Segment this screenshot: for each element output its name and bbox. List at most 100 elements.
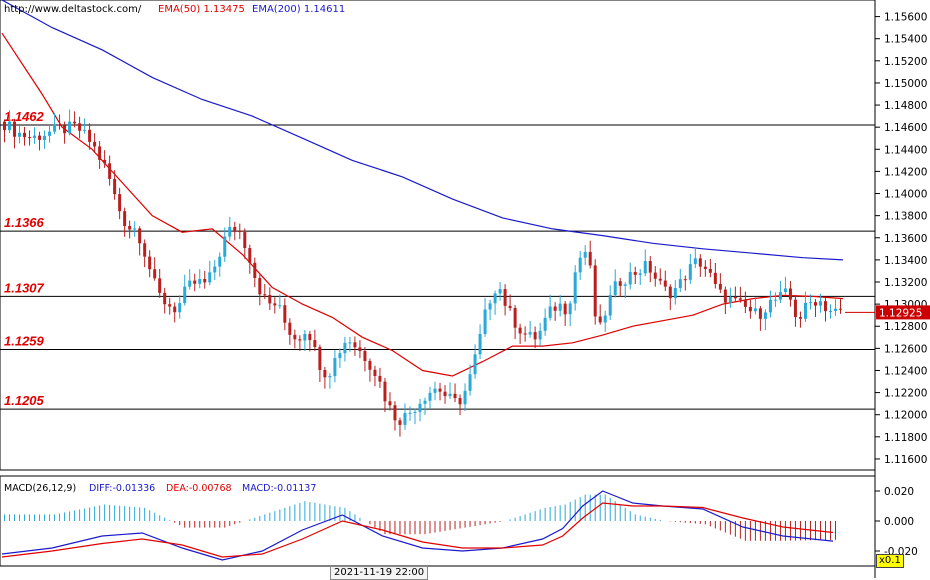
candle-body	[548, 306, 552, 318]
candle-body	[248, 248, 252, 263]
candle-body	[73, 121, 77, 124]
candle-body	[373, 369, 377, 376]
candle-body	[473, 354, 477, 375]
candle-body	[313, 340, 317, 347]
candle-body	[623, 284, 627, 286]
candle-body	[143, 243, 147, 257]
candle-body	[658, 278, 662, 281]
candle-body	[763, 312, 767, 319]
y-tick-label: 1.14800	[884, 100, 927, 112]
y-tick-label: 1.12600	[884, 343, 927, 355]
candle-body	[393, 405, 397, 421]
candle-body	[23, 132, 27, 138]
macd-dea-line	[1, 502, 834, 558]
y-tick-label: 1.14200	[884, 166, 927, 178]
candle-body	[203, 278, 207, 283]
candle-body	[513, 308, 517, 328]
candle-body	[43, 135, 47, 140]
candle-body	[523, 333, 527, 335]
candle-body	[538, 330, 542, 340]
candle-body	[333, 358, 337, 377]
candle-body	[8, 121, 12, 131]
candle-body	[273, 303, 277, 306]
candle-body	[773, 299, 777, 301]
candle-body	[253, 262, 257, 278]
candle-body	[308, 333, 312, 341]
candle-body	[593, 265, 597, 317]
source-url[interactable]: http://www.deltastock.com/	[4, 4, 142, 15]
candle-body	[683, 279, 687, 281]
candle-body	[303, 333, 307, 341]
y-tick-label: 1.12000	[884, 410, 927, 422]
candle-body	[148, 256, 152, 270]
candle-body	[543, 317, 547, 331]
candle-body	[653, 272, 657, 279]
candle-body	[153, 269, 157, 279]
price-pane	[0, 0, 876, 471]
candle-body	[723, 289, 727, 303]
y-tick-label: 1.12200	[884, 388, 927, 400]
candle-body	[693, 258, 697, 265]
y-tick-label: 1.14600	[884, 122, 927, 134]
candle-body	[158, 278, 162, 293]
candle-body	[588, 252, 592, 266]
ema-line	[1, 0, 844, 261]
candle-body	[403, 412, 407, 425]
y-tick-label: 1.13800	[884, 211, 927, 223]
ema200-label: EMA(200) 1.14611	[252, 4, 346, 15]
candle-body	[388, 401, 392, 406]
current-price-box	[876, 305, 930, 320]
candle-body	[638, 273, 642, 275]
candle-body	[243, 232, 247, 249]
candle-body	[318, 346, 322, 370]
candle-body	[183, 286, 187, 304]
candle-body	[778, 291, 782, 300]
candle-body	[783, 288, 787, 292]
candle-body	[168, 304, 172, 307]
candle-body	[798, 317, 802, 319]
candle-body	[828, 310, 832, 312]
candle-body	[553, 306, 557, 311]
candle-body	[613, 281, 617, 296]
candle-body	[508, 305, 512, 309]
candle-body	[738, 298, 742, 300]
candle-body	[323, 369, 327, 378]
candle-body	[438, 388, 442, 392]
candle-body	[443, 391, 447, 397]
candle-body	[358, 347, 362, 352]
zoom-indicator[interactable]: x0.1	[876, 554, 904, 568]
candle-body	[128, 226, 132, 230]
candle-body	[223, 236, 227, 257]
candle-body	[258, 277, 262, 295]
candle-body	[263, 294, 267, 296]
candle-body	[208, 272, 212, 283]
candle-body	[583, 252, 587, 258]
candle-body	[733, 297, 737, 299]
candle-body	[488, 303, 492, 310]
candle-body	[648, 261, 652, 273]
current-price-label: 1.12925	[879, 307, 922, 319]
candle-body	[788, 288, 792, 300]
y-tick-label: 1.14400	[884, 144, 927, 156]
candle-body	[188, 280, 192, 287]
candle-body	[708, 268, 712, 273]
candle-body	[293, 334, 297, 340]
candle-body	[603, 315, 607, 323]
candle-body	[348, 342, 352, 344]
candle-body	[48, 131, 52, 136]
candle-body	[338, 353, 342, 359]
ema-line	[1, 32, 844, 377]
candle-body	[688, 264, 692, 280]
y-tick-label: 1.14000	[884, 189, 927, 201]
candle-body	[228, 226, 232, 237]
candle-body	[753, 308, 757, 312]
candle-body	[218, 256, 222, 267]
level-label: 1.1259	[4, 333, 45, 348]
level-label: 1.1205	[4, 393, 45, 408]
candle-body	[463, 390, 467, 405]
candle-body	[458, 398, 462, 405]
candle-body	[598, 316, 602, 323]
candle-body	[428, 392, 432, 401]
candle-body	[53, 124, 57, 132]
